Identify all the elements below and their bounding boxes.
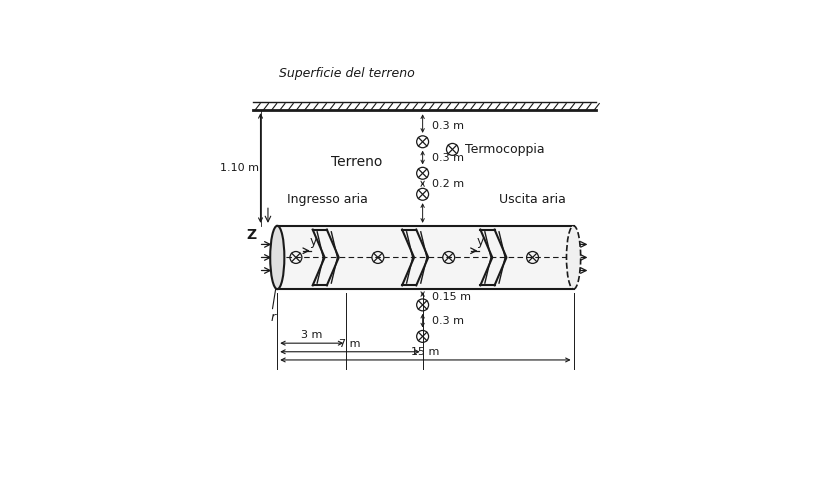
Text: Z: Z (246, 227, 256, 242)
Text: r: r (270, 311, 275, 324)
Text: 0.3 m: 0.3 m (432, 152, 464, 163)
Text: 0.2 m: 0.2 m (432, 179, 464, 189)
Text: Uscita aria: Uscita aria (499, 193, 566, 206)
Text: Termocoppia: Termocoppia (466, 143, 545, 156)
Bar (277, 226, 574, 289)
Ellipse shape (566, 226, 580, 289)
Text: Superficie del terreno: Superficie del terreno (279, 67, 415, 80)
Text: 3 m: 3 m (301, 330, 323, 340)
Text: 0.3 m: 0.3 m (432, 316, 464, 326)
Text: y: y (477, 235, 484, 248)
Text: 0.15 m: 0.15 m (432, 292, 471, 302)
Text: 1.10 m: 1.10 m (220, 163, 259, 173)
Text: 0.3 m: 0.3 m (432, 121, 464, 131)
Text: Ingresso aria: Ingresso aria (287, 193, 368, 206)
Text: y: y (310, 235, 317, 248)
Text: 7 m: 7 m (339, 339, 360, 349)
Text: 15 m: 15 m (411, 347, 439, 357)
Ellipse shape (270, 226, 284, 289)
Text: Terreno: Terreno (332, 155, 383, 169)
